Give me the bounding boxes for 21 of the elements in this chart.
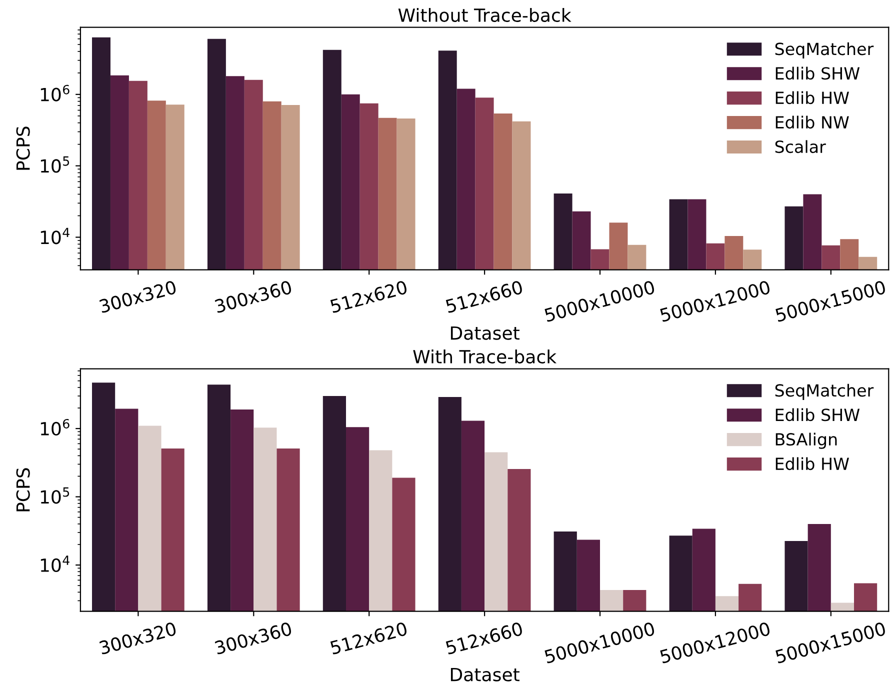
y-tick-label: 10$^{4}$ bbox=[40, 556, 70, 572]
chart-title: Without Trace-back bbox=[398, 8, 572, 22]
legend-label: BSAlign bbox=[776, 432, 837, 449]
y-tick-label: 10$^{6}$ bbox=[40, 84, 70, 102]
y-tick-label: 10$^{6}$ bbox=[40, 418, 70, 436]
legend-label: SeqMatcher bbox=[775, 42, 874, 58]
chart-title: With Trace-back bbox=[413, 350, 557, 364]
legend-label: Edlib SHW bbox=[776, 66, 860, 80]
y-axis-title: PCPS bbox=[16, 468, 30, 512]
y-tick-label: 10$^{5}$ bbox=[40, 156, 70, 173]
legend-label: SeqMatcher bbox=[775, 384, 874, 400]
legend-label: Edlib HW bbox=[776, 457, 849, 470]
legend-label: Edlib SHW bbox=[776, 408, 860, 422]
y-tick-label: 10$^{4}$ bbox=[40, 228, 70, 244]
y-tick-label: 10$^{5}$ bbox=[40, 487, 70, 504]
legend-label: Scalar bbox=[775, 140, 826, 154]
x-axis-title: Dataset bbox=[450, 326, 520, 340]
x-axis-title: Dataset bbox=[450, 668, 520, 682]
legend-label: Edlib HW bbox=[776, 91, 849, 104]
y-axis-title: PCPS bbox=[16, 126, 30, 170]
legend-label: Edlib NW bbox=[776, 116, 849, 129]
